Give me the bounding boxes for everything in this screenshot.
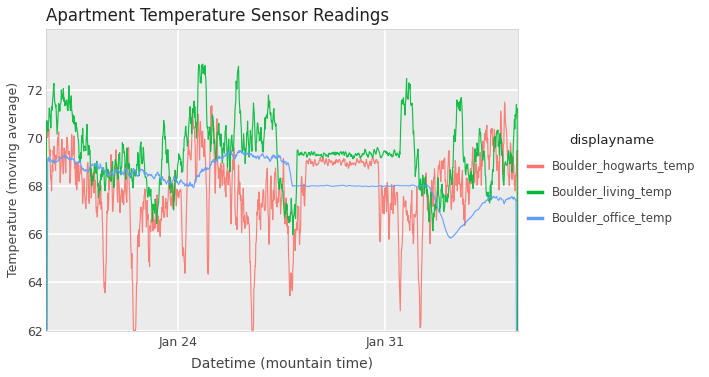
Legend: Boulder_hogwarts_temp, Boulder_living_temp, Boulder_office_temp: Boulder_hogwarts_temp, Boulder_living_te…	[528, 135, 696, 225]
X-axis label: Datetime (mountain time): Datetime (mountain time)	[191, 356, 373, 370]
Y-axis label: Temperature (moving average): Temperature (moving average)	[7, 82, 20, 277]
Text: Apartment Temperature Sensor Readings: Apartment Temperature Sensor Readings	[45, 7, 389, 25]
